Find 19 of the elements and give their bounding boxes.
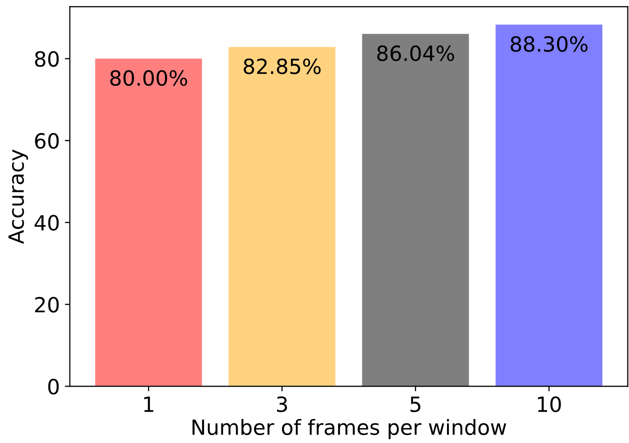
y-tick-label: 20 — [35, 296, 59, 313]
bar — [362, 34, 469, 386]
bar — [496, 24, 602, 386]
y-tick-label: 60 — [35, 133, 59, 149]
x-axis-title: Number of frames per window — [192, 418, 506, 440]
bar — [228, 46, 336, 386]
x-tick-label: 10 — [538, 396, 561, 412]
y-axis-title: Accuracy — [8, 150, 28, 244]
bar — [95, 58, 202, 386]
x-tick-label: 1 — [144, 396, 154, 412]
data-label: 82.85% — [244, 58, 321, 74]
y-tick-label: 80 — [35, 51, 59, 67]
y-tick-label: 40 — [34, 214, 59, 231]
data-label: 88.30% — [510, 36, 588, 52]
x-tick-label: 3 — [277, 396, 287, 412]
data-label: 80.00% — [110, 70, 188, 86]
data-label: 86.04% — [377, 45, 454, 62]
x-tick-label: 5 — [410, 396, 420, 412]
y-tick-label: 0 — [48, 378, 59, 395]
